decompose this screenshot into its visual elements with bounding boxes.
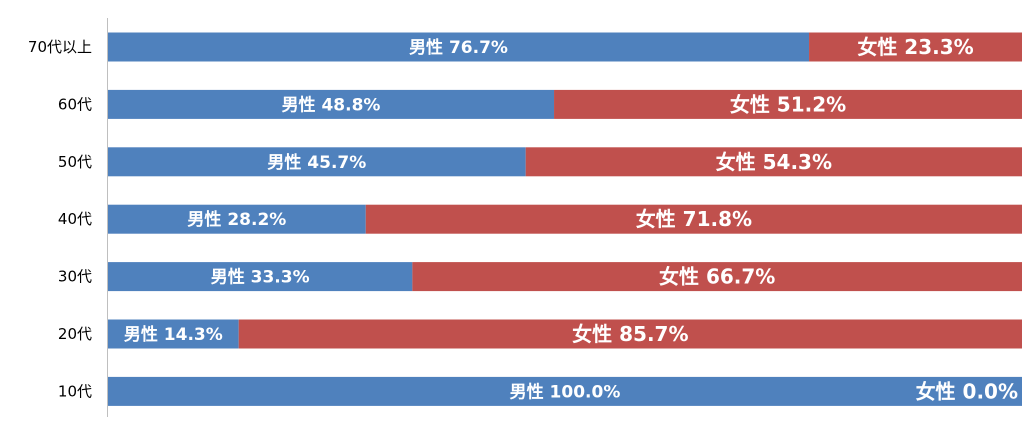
bar-male <box>108 262 413 292</box>
category-label: 70代以上 <box>28 38 92 56</box>
data-label-male: 男性 100.0% <box>510 381 621 402</box>
bar-male <box>108 89 555 119</box>
bar-female <box>412 262 1022 292</box>
bar-male <box>108 204 366 234</box>
bar-male <box>108 32 810 62</box>
bar-female <box>554 89 1022 119</box>
bar-male <box>108 319 239 349</box>
bar-female <box>809 32 1022 62</box>
bar-female <box>525 147 1022 177</box>
data-label-female: 女性 51.2% <box>730 92 846 116</box>
bars-group: 男性 76.7% 女性 23.3% 男性 48.8% 女性 51.2% 男性 45.7%… <box>108 32 1022 406</box>
data-label-female: 女性 54.3% <box>716 150 832 174</box>
data-label-female: 女性 0.0% <box>916 379 1018 403</box>
category-label: 10代 <box>58 382 92 400</box>
bar-female <box>238 319 1022 349</box>
category-label: 50代 <box>58 153 92 171</box>
category-label: 20代 <box>58 325 92 343</box>
category-label: 40代 <box>58 210 92 228</box>
data-label-female: 女性 85.7% <box>572 322 688 346</box>
bar-male <box>108 147 526 177</box>
data-label-male: 男性 76.7% <box>409 37 508 58</box>
data-label-female: 女性 66.7% <box>659 265 775 289</box>
bar-female <box>365 204 1022 234</box>
data-label-male: 男性 28.2% <box>187 209 286 230</box>
category-label: 60代 <box>58 95 92 113</box>
category-labels-group: 70代以上 60代 50代 40代 30代 20代 10代 <box>28 38 92 400</box>
data-label-female: 女性 71.8% <box>636 207 752 231</box>
data-label-male: 男性 48.8% <box>282 94 381 115</box>
category-label: 30代 <box>58 268 92 286</box>
data-label-male: 男性 33.3% <box>211 267 310 288</box>
bar-male <box>108 376 1022 406</box>
data-label-male: 男性 45.7% <box>267 152 366 173</box>
data-label-female: 女性 23.3% <box>857 35 973 59</box>
data-label-male: 男性 14.3% <box>124 324 223 345</box>
